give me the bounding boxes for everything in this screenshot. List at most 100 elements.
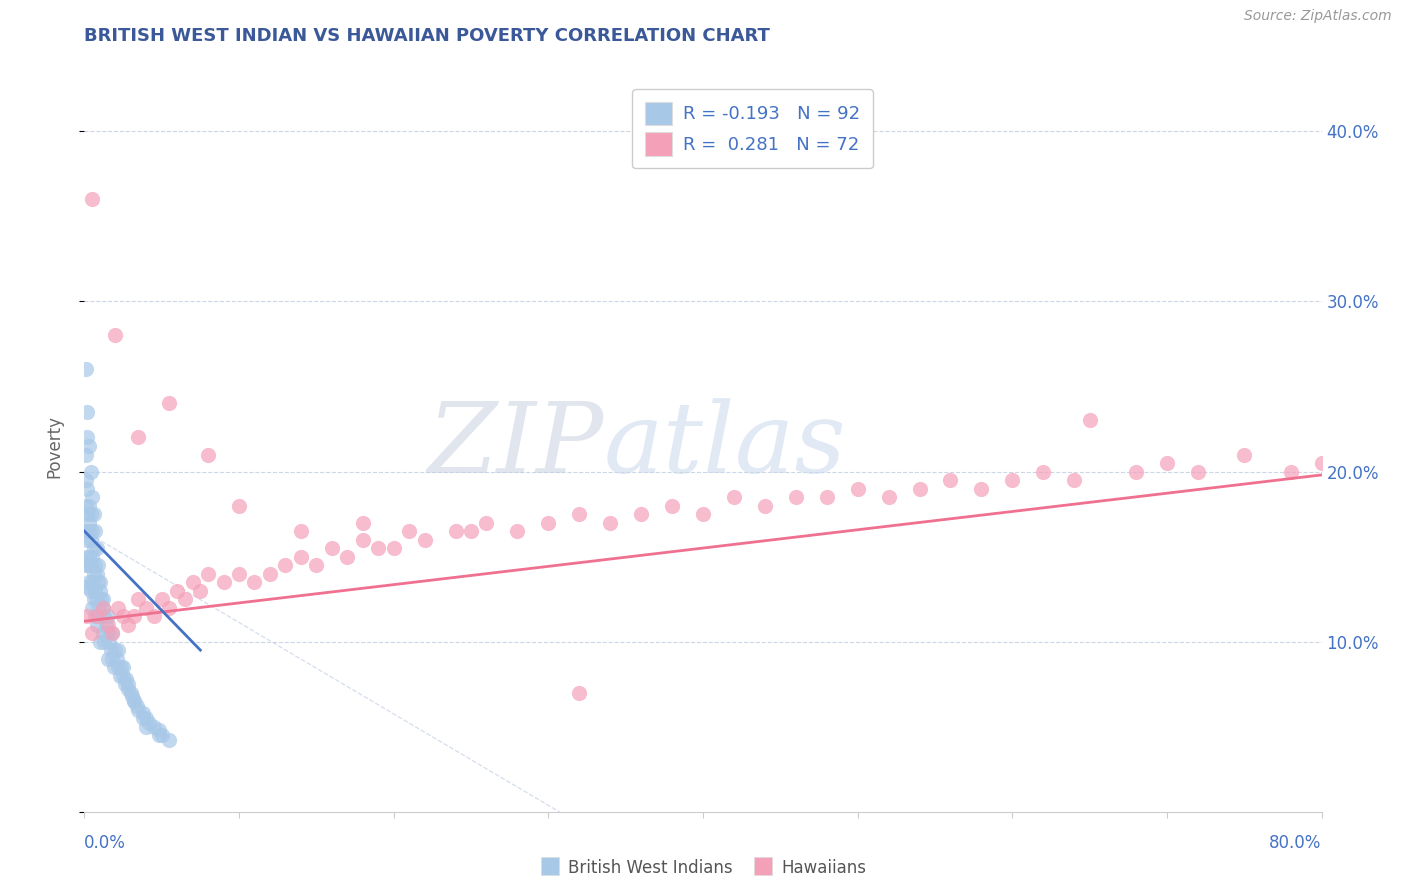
Point bbox=[83, 507, 105, 521]
Point bbox=[114, 677, 136, 691]
Point bbox=[84, 583, 107, 598]
Point bbox=[159, 396, 181, 410]
Point bbox=[121, 689, 143, 703]
Point bbox=[117, 677, 139, 691]
Point bbox=[82, 600, 104, 615]
Point bbox=[93, 634, 115, 648]
Point bbox=[75, 473, 97, 487]
Point bbox=[87, 575, 110, 590]
Point bbox=[382, 541, 405, 555]
Point bbox=[290, 549, 312, 564]
Text: ZIP: ZIP bbox=[427, 399, 605, 493]
Point bbox=[115, 672, 138, 686]
Text: 0.0%: 0.0% bbox=[84, 834, 127, 852]
Point bbox=[212, 575, 235, 590]
Point bbox=[91, 600, 114, 615]
Point bbox=[181, 575, 204, 590]
Point bbox=[352, 533, 374, 547]
Point bbox=[290, 524, 312, 538]
Point bbox=[398, 524, 420, 538]
Point bbox=[321, 541, 343, 555]
Point bbox=[117, 682, 139, 697]
Point bbox=[89, 583, 111, 598]
Point bbox=[908, 482, 931, 496]
Point bbox=[352, 516, 374, 530]
Point bbox=[1156, 456, 1178, 470]
Point bbox=[274, 558, 297, 572]
Point bbox=[110, 660, 132, 674]
Point bbox=[76, 533, 98, 547]
Point bbox=[148, 723, 170, 737]
Point bbox=[87, 558, 110, 572]
Point bbox=[112, 668, 135, 682]
Point bbox=[82, 490, 104, 504]
Point bbox=[91, 600, 114, 615]
Point bbox=[143, 720, 166, 734]
Point bbox=[83, 566, 105, 581]
Point bbox=[877, 490, 900, 504]
Point bbox=[103, 660, 125, 674]
Point bbox=[104, 328, 127, 343]
Point bbox=[82, 192, 104, 206]
Point bbox=[537, 516, 560, 530]
Point bbox=[83, 592, 105, 607]
Point bbox=[77, 516, 100, 530]
Point bbox=[1078, 413, 1101, 427]
Point bbox=[104, 643, 127, 657]
Point bbox=[148, 728, 170, 742]
Point bbox=[128, 703, 150, 717]
Point bbox=[197, 448, 219, 462]
Point bbox=[630, 507, 652, 521]
Point bbox=[90, 592, 112, 607]
Point bbox=[460, 524, 482, 538]
Point bbox=[243, 575, 266, 590]
Point bbox=[506, 524, 529, 538]
Point bbox=[135, 720, 157, 734]
Point bbox=[122, 609, 145, 624]
Point bbox=[86, 541, 108, 555]
Point bbox=[77, 439, 100, 453]
Point bbox=[97, 617, 120, 632]
Point bbox=[228, 499, 250, 513]
Point bbox=[79, 507, 101, 521]
Point bbox=[132, 706, 155, 720]
Point bbox=[135, 600, 157, 615]
Point bbox=[84, 558, 107, 572]
Point bbox=[846, 482, 869, 496]
Point bbox=[568, 686, 591, 700]
Point bbox=[76, 405, 98, 419]
Point bbox=[970, 482, 993, 496]
Point bbox=[82, 549, 104, 564]
Point bbox=[112, 609, 135, 624]
Point bbox=[122, 694, 145, 708]
Point bbox=[367, 541, 389, 555]
Point bbox=[101, 626, 124, 640]
Point bbox=[94, 617, 117, 632]
Point bbox=[75, 362, 97, 376]
Point bbox=[101, 651, 124, 665]
Point bbox=[150, 592, 173, 607]
Point bbox=[138, 716, 160, 731]
Point bbox=[83, 541, 105, 555]
Point bbox=[86, 617, 108, 632]
Point bbox=[692, 507, 714, 521]
Text: atlas: atlas bbox=[605, 399, 846, 493]
Point bbox=[76, 507, 98, 521]
Point bbox=[122, 694, 145, 708]
Point bbox=[75, 558, 97, 572]
Point bbox=[77, 499, 100, 513]
Point bbox=[76, 558, 98, 572]
Legend: R = -0.193   N = 92, R =  0.281   N = 72: R = -0.193 N = 92, R = 0.281 N = 72 bbox=[633, 89, 873, 169]
Point bbox=[101, 626, 124, 640]
Point bbox=[107, 600, 129, 615]
Point bbox=[128, 592, 150, 607]
Point bbox=[79, 558, 101, 572]
Point bbox=[754, 499, 776, 513]
Point bbox=[1187, 465, 1209, 479]
Point bbox=[91, 592, 114, 607]
Point bbox=[305, 558, 328, 572]
Text: Source: ZipAtlas.com: Source: ZipAtlas.com bbox=[1244, 9, 1392, 23]
Point bbox=[599, 516, 621, 530]
Point bbox=[939, 473, 962, 487]
Point bbox=[87, 600, 110, 615]
